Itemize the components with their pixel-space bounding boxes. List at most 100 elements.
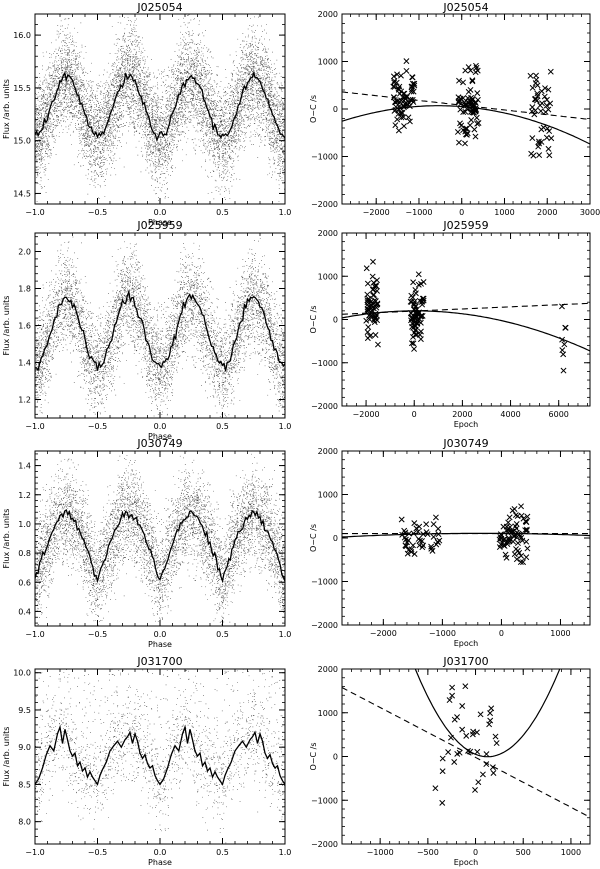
y-tick-label: 0.4 <box>18 607 31 616</box>
timing-point <box>470 109 477 116</box>
panel-p4: J025959 −2000 0 2000 4000 6000 −2000 −1000 0 100… <box>309 219 591 429</box>
timing-point <box>428 545 435 552</box>
timing-point <box>537 102 544 109</box>
plot-area <box>35 451 285 626</box>
timing-point <box>367 298 374 305</box>
timing-point <box>467 67 474 74</box>
timing-point <box>394 116 401 123</box>
timing-point <box>451 759 458 765</box>
panel-title: J031700 <box>442 655 488 668</box>
timing-point <box>472 133 479 140</box>
binned-light-curve <box>35 70 285 142</box>
timing-point <box>518 503 524 510</box>
timing-point <box>454 714 461 721</box>
timing-point <box>420 542 427 549</box>
panel-p5: J030749 −1.0 −0.5 0.0 0.5 1.0 0.4 0.6 0.8 1.0 1.2… <box>2 437 291 649</box>
x-tick-label: 0 <box>473 848 478 857</box>
timing-point <box>373 283 380 290</box>
timing-point <box>487 710 494 717</box>
timing-point <box>371 317 378 324</box>
axes-frame <box>341 232 591 407</box>
timing-point <box>432 785 439 792</box>
timing-point <box>392 122 399 129</box>
quadratic-ephemeris-fit <box>342 105 590 145</box>
x-tick-label: 0.0 <box>154 630 167 639</box>
y-tick-label: 8.0 <box>18 818 31 827</box>
timing-point <box>401 534 408 541</box>
timing-point <box>363 317 370 324</box>
timing-point <box>505 519 512 526</box>
timing-point <box>474 748 481 755</box>
photometry-points <box>35 14 285 204</box>
timing-point <box>477 711 484 718</box>
timing-point <box>517 533 524 540</box>
timing-point <box>365 324 372 331</box>
timing-point <box>472 787 478 793</box>
plot-area <box>35 14 285 204</box>
timing-point <box>445 749 452 756</box>
x-tick-label: 1.0 <box>279 848 292 857</box>
y-tick-label: 1.2 <box>18 491 31 500</box>
timing-point <box>560 367 567 374</box>
x-tick-label: 0 <box>499 629 504 638</box>
x-tick-label: 1000 <box>494 208 514 217</box>
timing-point <box>411 346 418 352</box>
timing-point <box>545 106 552 113</box>
timing-point <box>408 315 415 322</box>
panel-p7: J031700 −1.0 −0.5 0.0 0.5 1.0 8.0 8.5 9.0 9.5 10.… <box>2 655 291 867</box>
timing-point <box>394 71 401 78</box>
y-axis-label: Flux /arb. units <box>2 727 11 787</box>
timing-point <box>375 341 381 348</box>
y-tick-label: 1.4 <box>18 359 31 368</box>
timing-point <box>454 129 461 135</box>
y-axis-label: Flux /arb. units <box>2 296 11 356</box>
y-tick-label: 1.2 <box>18 396 31 405</box>
y-tick-label: −1000 <box>311 578 338 587</box>
timing-point <box>408 340 415 347</box>
x-tick-label: −1.0 <box>25 848 44 857</box>
timing-point <box>457 120 463 127</box>
timing-point <box>501 536 508 543</box>
plot-area <box>342 258 590 374</box>
timing-point <box>410 88 417 95</box>
axes-frame <box>341 668 591 845</box>
y-axis-label: O−C /s <box>309 524 318 552</box>
timing-point <box>417 537 423 544</box>
timing-point <box>487 717 494 724</box>
y-tick-label: 9.0 <box>18 743 31 752</box>
timing-point <box>462 67 469 74</box>
y-tick-label: 1000 <box>318 709 338 718</box>
x-tick-label: −1000 <box>429 629 456 638</box>
timing-point <box>410 279 417 286</box>
timing-point <box>545 145 552 152</box>
x-tick-label: −0.5 <box>88 208 107 217</box>
x-tick-label: 0 <box>412 410 417 419</box>
timing-point <box>473 64 480 71</box>
timing-point <box>560 351 567 358</box>
timing-point <box>401 123 407 130</box>
timing-point <box>488 705 495 712</box>
timing-point <box>523 527 530 534</box>
x-tick-label: 0.0 <box>154 208 167 217</box>
x-tick-label: −2000 <box>353 410 380 419</box>
quadratic-ephemeris-fit <box>414 669 561 758</box>
y-axis-label: O−C /s <box>309 743 318 771</box>
timing-point <box>463 125 470 132</box>
timing-point <box>541 93 548 100</box>
timing-point <box>538 126 545 133</box>
timing-point <box>410 340 417 347</box>
timing-point <box>372 332 379 338</box>
timing-point <box>514 540 521 547</box>
timing-point <box>394 98 401 105</box>
timing-point <box>456 139 462 146</box>
timing-point <box>430 533 437 540</box>
timing-point <box>469 78 476 85</box>
timing-point <box>413 525 420 532</box>
timing-point <box>395 127 402 134</box>
x-tick-label: 0.5 <box>216 422 229 431</box>
x-tick-label: 0.5 <box>216 630 229 639</box>
timing-point <box>439 755 446 762</box>
y-tick-label: −1000 <box>311 796 338 805</box>
x-tick-label: −0.5 <box>88 630 107 639</box>
panel-p2: J025054 −2000 −1000 0 1000 2000 3000 −2000 −100… <box>309 1 600 217</box>
